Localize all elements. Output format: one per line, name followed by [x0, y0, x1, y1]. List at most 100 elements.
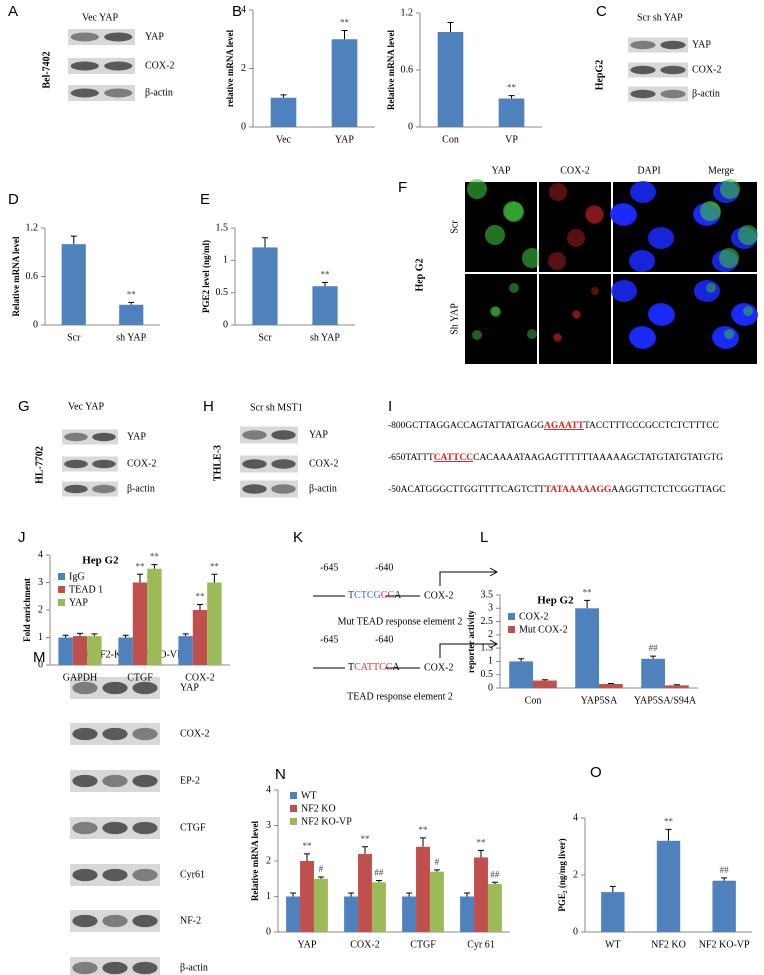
blot-band: [92, 459, 116, 469]
legend-swatch: [58, 586, 65, 593]
blot-band: [64, 484, 88, 494]
error-bar: [62, 634, 69, 638]
y-tick-label: 0: [266, 926, 271, 937]
y-tick-label: 2.5: [481, 616, 494, 627]
blot-band: [132, 914, 158, 928]
yap-signal: [509, 283, 519, 293]
bar: [207, 582, 222, 665]
blot-band: [132, 868, 158, 882]
blot-band: [102, 914, 128, 928]
y-tick-label: 2: [573, 869, 578, 880]
bar: [371, 882, 386, 932]
significance-mark: #: [319, 864, 324, 874]
error-bar: [348, 892, 355, 897]
image-column-label: Merge: [708, 165, 734, 176]
significance-mark: **: [303, 841, 313, 851]
legend-swatch: [290, 818, 297, 825]
blot-row-label: YAP: [145, 31, 164, 42]
yap-signal: [503, 201, 523, 221]
blot-band: [630, 40, 656, 50]
x-tick-label: Cyr 61: [467, 939, 495, 950]
y-tick-label: 4: [573, 812, 578, 823]
cell-line-label: THLE-3: [212, 445, 223, 481]
bar: [601, 892, 625, 932]
y-tick-label: 2: [488, 629, 493, 640]
blot-band: [132, 961, 158, 975]
bar: [58, 637, 73, 665]
nucleus: [630, 181, 656, 203]
gene-label: COX-2: [424, 590, 453, 601]
yap-signal: [485, 225, 505, 245]
bar: [270, 97, 297, 127]
panel-letter: O: [590, 764, 602, 781]
position-label: -645: [320, 562, 338, 573]
significance-mark: **: [321, 269, 331, 279]
significance-mark: **: [196, 592, 206, 602]
x-tick-label: Scr: [258, 332, 272, 343]
error-bar: [362, 846, 368, 854]
bar: [313, 878, 328, 932]
panel-letter: A: [8, 3, 18, 20]
y-tick-label: 2: [266, 855, 271, 866]
y-tick-label: 3: [488, 603, 493, 614]
error-bar: [721, 877, 728, 881]
error-bar: [197, 604, 203, 610]
sequence-segment: CACAAAATAAGAGTTTTTTAAAAAGCTATGTATGTATGTG: [473, 453, 723, 463]
panel-letter: J: [18, 529, 26, 546]
yap-signal: [724, 329, 734, 339]
image-column-label: COX-2: [560, 165, 589, 176]
y-tick-label: 1: [266, 891, 271, 902]
blot-band: [70, 32, 99, 42]
bar: [358, 853, 372, 932]
x-tick-label: Con: [442, 134, 459, 145]
error-bar: [182, 633, 189, 637]
blot-band: [102, 774, 128, 788]
bar: [72, 636, 88, 665]
legend-label: TEAD 1: [69, 584, 103, 595]
significance-mark: **: [583, 587, 593, 597]
bar: [147, 568, 162, 665]
blot-band: [92, 432, 116, 442]
x-tick-label: NF2 KO-VP: [699, 939, 750, 950]
blot-row-label: Cyr61: [180, 869, 205, 880]
x-tick-label: CTGF: [127, 672, 153, 683]
sequence-segment: CTCG: [354, 590, 381, 601]
panel-letter: N: [275, 766, 286, 783]
bar: [119, 304, 144, 325]
blot-band: [72, 774, 98, 788]
bar: [599, 684, 623, 688]
sequence-line: -50ACATGGGCTTGGTTTTCAGTCTTTATAAAAAGGAAGG…: [388, 485, 726, 495]
error-bar: [341, 29, 348, 40]
panel-letter: L: [480, 529, 488, 546]
y-tick-label: 0: [33, 319, 38, 330]
bar: [665, 685, 689, 688]
significance-mark: **: [136, 561, 146, 571]
cell-line-label: Hep G2: [414, 258, 425, 291]
panel-letter: F: [398, 179, 407, 196]
blot-band: [242, 484, 267, 494]
sequence-segment: AGAATT: [544, 421, 585, 431]
significance-mark: ##: [374, 868, 384, 878]
blot-band: [104, 32, 133, 42]
significance-mark: **: [127, 289, 137, 299]
blot-header: Scr sh YAP: [637, 12, 683, 23]
y-tick-label: 1.2: [26, 222, 39, 233]
y-axis-label: PGE2 level (ng/ml): [201, 240, 211, 313]
panel-letter: G: [18, 398, 30, 415]
blot-band: [102, 727, 128, 741]
yap-signal: [720, 179, 740, 199]
blot-row-label: β-actin: [692, 88, 720, 99]
blot-row-label: COX-2: [127, 458, 156, 469]
y-axis-label: Relative mRNA level: [386, 30, 396, 110]
y-axis-label: relative mRNA level: [225, 29, 235, 107]
error-bar: [211, 573, 218, 583]
bar: [509, 661, 533, 688]
tss-arrow: [439, 639, 499, 658]
error-bar: [122, 634, 129, 638]
blot-band: [630, 65, 656, 75]
blot-row-label: COX-2: [692, 64, 721, 75]
bar: [575, 608, 599, 688]
sequence-segment: -650TATTT: [388, 453, 434, 463]
